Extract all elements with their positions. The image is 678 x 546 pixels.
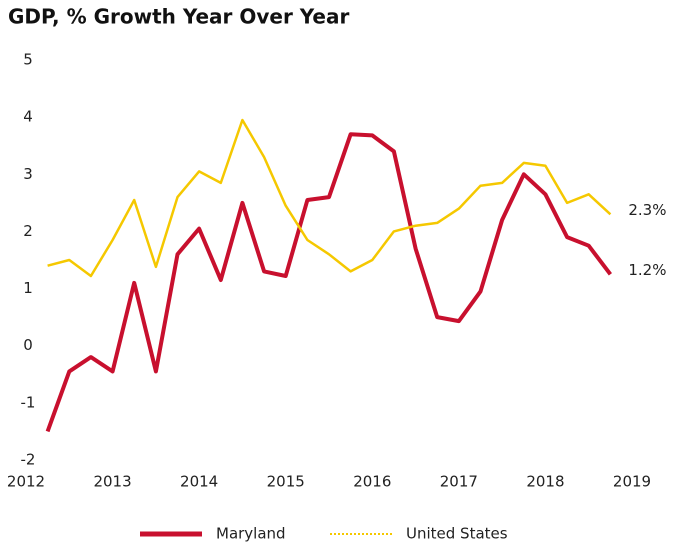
series-line xyxy=(45,132,612,433)
series-line xyxy=(47,118,612,278)
value-label: 2.3% xyxy=(628,201,666,219)
legend-label: Maryland xyxy=(216,525,286,543)
y-tick-label: 0 xyxy=(23,336,33,354)
legend-label: United States xyxy=(406,525,508,543)
y-tick-label: 2 xyxy=(23,222,33,240)
x-tick-label: 2015 xyxy=(267,473,305,491)
x-tick-label: 2019 xyxy=(613,473,651,491)
x-tick-label: 2014 xyxy=(180,473,218,491)
x-tick-label: 2017 xyxy=(440,473,478,491)
y-tick-label: 1 xyxy=(23,279,33,297)
y-tick-label: 5 xyxy=(23,51,33,69)
x-tick-label: 2013 xyxy=(93,473,131,491)
chart-title: GDP, % Growth Year Over Year xyxy=(8,5,349,29)
x-tick-label: 2016 xyxy=(353,473,391,491)
x-tick-label: 2012 xyxy=(7,473,45,491)
y-tick-label: 4 xyxy=(23,108,33,126)
y-tick-label: -2 xyxy=(21,451,36,469)
y-tick-label: -1 xyxy=(21,393,36,411)
value-label: 1.2% xyxy=(628,261,666,279)
x-tick-label: 2018 xyxy=(526,473,564,491)
y-tick-label: 3 xyxy=(23,165,33,183)
